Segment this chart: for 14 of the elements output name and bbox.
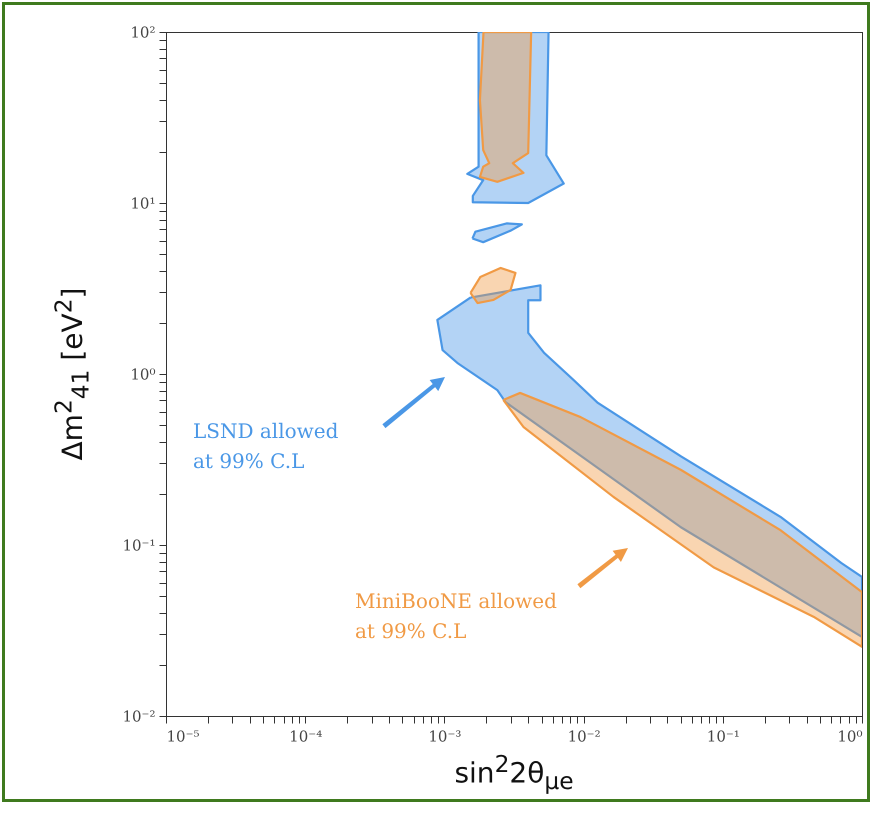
y-tick-label: 10² [130, 24, 156, 42]
y-tick-label: 10¹ [130, 194, 156, 212]
x-tick-label: 10⁻¹ [706, 728, 740, 746]
y-tick-label: 10⁻¹ [122, 536, 156, 554]
annotation: LSND allowed at 99% C.L [193, 419, 339, 473]
annotation: MiniBooNE allowed at 99% C.L [355, 589, 558, 643]
x-tick-label: 10⁻³ [428, 728, 462, 746]
x-tick-label: 10⁻⁵ [166, 728, 200, 746]
x-axis-title: sin$^{2}$2θ$_{μe}$ [454, 750, 574, 795]
y-tick-label: 10⁰ [130, 366, 156, 384]
y-tick-label: 10⁻² [122, 708, 156, 726]
x-tick-label: 10⁰ [837, 728, 862, 746]
x-tick-label: 10⁻⁴ [289, 728, 322, 746]
x-tick-label: 10⁻² [568, 728, 601, 746]
